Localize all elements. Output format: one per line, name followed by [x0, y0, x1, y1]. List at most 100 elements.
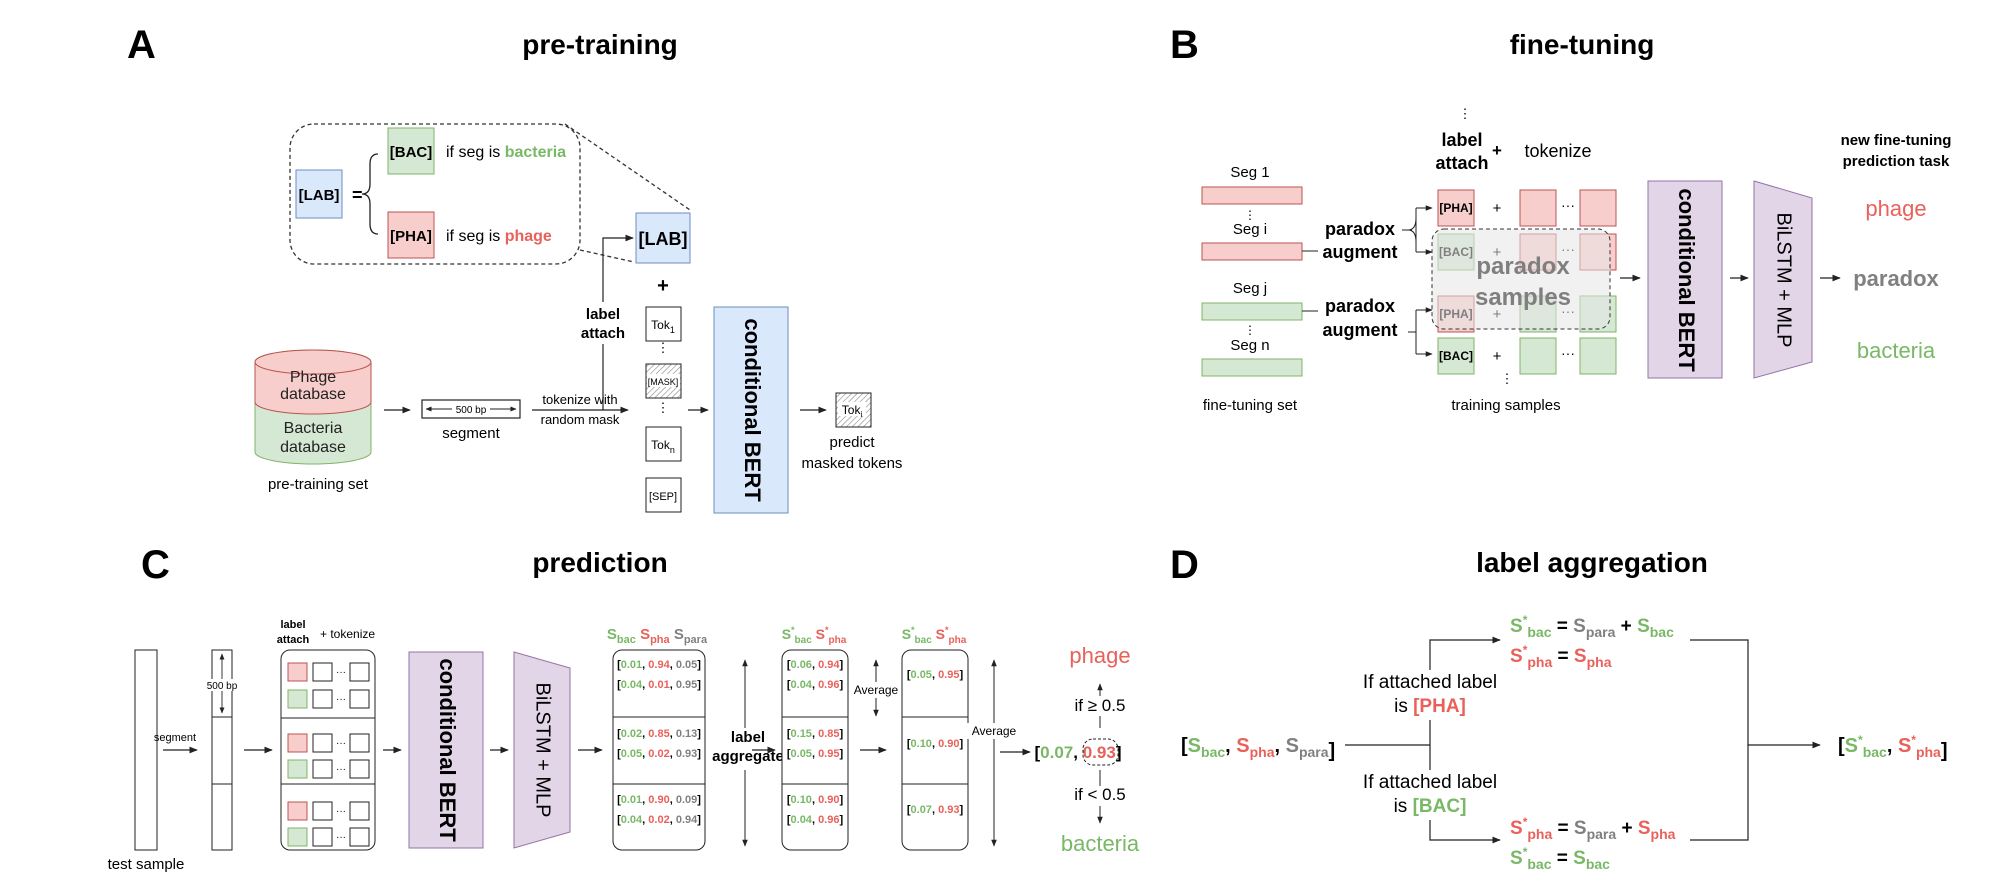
tok1-box — [645, 306, 682, 342]
output-token-label: Toki — [842, 403, 863, 419]
average-bg-small — [850, 682, 902, 698]
label-aggregate-line2: aggregate — [712, 748, 784, 765]
if-bac-line2: is [BAC] — [1394, 796, 1467, 817]
segi-label: Seg i — [1233, 221, 1267, 238]
callout-line-top — [564, 123, 691, 211]
bac-condition: if seg is bacteria — [446, 144, 566, 161]
score-vector: [0.07, 0.93] — [907, 804, 964, 816]
pha-token-box — [387, 211, 435, 259]
lab-input-token-label: [LAB] — [639, 229, 688, 249]
equals-sign: = — [352, 185, 363, 205]
bilstm-mlp-label-b: BiLSTM + MLP — [1773, 212, 1795, 347]
task-title-line2: prediction task — [1843, 153, 1950, 170]
panel-letter-d: D — [1170, 543, 1199, 587]
token-cell — [312, 801, 333, 821]
score-vector: [0.10, 0.90] — [787, 794, 844, 806]
b-label-attach-line2: attach — [1435, 153, 1488, 173]
panel-letter-a: A — [127, 23, 156, 67]
test-sample-bar — [134, 649, 158, 851]
bac-token-label: [BAC] — [390, 144, 433, 161]
row-ellipsis: ··· — [336, 738, 346, 749]
tokenized-sample-row: ··· — [287, 801, 370, 821]
token-cell — [349, 733, 370, 753]
segi-bar — [1201, 242, 1303, 261]
segn-label: Seg n — [1230, 337, 1269, 354]
lab-definition-callout — [289, 123, 581, 265]
conditional-bert-label-a: conditional BERT — [740, 318, 765, 502]
mask-label-bg — [647, 374, 680, 387]
score-vector: [0.10, 0.90] — [907, 738, 964, 750]
conditional-bert-block-c — [408, 651, 484, 849]
brace-b1 — [1402, 217, 1417, 243]
lab-input-token — [635, 212, 691, 264]
seg1-bar — [1201, 186, 1303, 205]
paradox-augment-1-line1: paradox — [1325, 219, 1395, 239]
finetuning-set-label: fine-tuning set — [1203, 397, 1298, 414]
pretraining-set-label: pre-training set — [268, 476, 369, 493]
bilstm-mlp-block-b — [1753, 180, 1813, 379]
cond-ge-bg — [1068, 696, 1132, 716]
token-cell — [312, 827, 333, 847]
raw-scores: [0.01, 0.94, 0.05] [0.04, 0.01, 0.95] [0.0… — [617, 659, 701, 826]
panel-title-finetuning: fine-tuning — [1510, 29, 1655, 60]
row-plus: + — [1493, 200, 1502, 217]
row-plus: + — [1493, 348, 1502, 365]
output-scores-vector: [S*bac, S*pha] — [1838, 733, 1948, 762]
row-ellipsis: ··· — [336, 764, 346, 775]
score-vector: [0.05, 0.95] — [787, 748, 844, 760]
token-cell — [1519, 189, 1557, 227]
tokenized-sample-row: ··· — [287, 733, 370, 753]
bac-token-box — [387, 127, 435, 175]
training-samples-label: training samples — [1451, 397, 1560, 414]
paradox-samples-box — [1431, 228, 1611, 330]
b-tokenize: tokenize — [1524, 141, 1591, 161]
label-token-box — [1437, 337, 1475, 375]
token-cell — [312, 759, 333, 779]
label-cell — [287, 733, 308, 753]
row-ellipsis: ··· — [336, 832, 346, 843]
token-cell — [1519, 337, 1557, 375]
c-plus-tokenize: + tokenize — [320, 627, 375, 641]
score-vector: [0.04, 0.96] — [787, 814, 844, 826]
phage-database-cylinder — [254, 362, 372, 415]
conditional-bert-block-b — [1647, 180, 1723, 379]
label-cell — [287, 759, 308, 779]
output-paradox-b: paradox — [1853, 266, 1939, 291]
label-aggregate-line1: label — [731, 729, 765, 746]
seg-length-bg-c — [204, 679, 240, 691]
token-cell — [349, 827, 370, 847]
tokenized-sample-row: ··· — [287, 689, 370, 709]
b-label-attach-line1: label — [1441, 130, 1482, 150]
bacteria-database-line2: database — [280, 439, 346, 456]
label-token-box — [1437, 189, 1475, 227]
training-sample-row: [BAC] + ··· — [1437, 337, 1617, 375]
agg-scores-header: S*bac S*pha — [782, 625, 847, 646]
merge-line-bottom — [1690, 741, 1821, 841]
output-phage-b: phage — [1865, 196, 1926, 221]
tok1-label: Tok1 — [651, 318, 675, 335]
if-pha-line1: If attached label — [1363, 672, 1497, 693]
segment-label-c: segment — [154, 732, 196, 744]
if-pha-line2: is [PHA] — [1394, 696, 1466, 717]
token-cell — [1579, 337, 1617, 375]
score-vector: [0.15, 0.85] — [787, 728, 844, 740]
if-bac-line1: If attached label — [1363, 772, 1497, 793]
cond-lt-bg — [1068, 786, 1132, 806]
segj-label: Seg j — [1233, 280, 1267, 297]
output-phage-c: phage — [1069, 643, 1130, 668]
score-vector: [0.01, 0.90, 0.09] — [617, 794, 701, 806]
label-attach-line2: attach — [581, 325, 625, 342]
panel-title-prediction: prediction — [532, 547, 667, 578]
scores-box — [612, 649, 706, 851]
cond-ge: if ≥ 0.5 — [1075, 696, 1126, 715]
bilstm-mlp-label-c: BiLSTM + MLP — [532, 682, 554, 817]
input-scores-vector: [Sbac, Spha, Spara] — [1181, 735, 1335, 762]
score-vector: [0.05, 0.02, 0.93] — [617, 748, 701, 760]
tokenize-mask-line1: tokenize with — [542, 392, 617, 407]
lab-token-box — [295, 169, 343, 219]
lab-token-label: [LAB] — [299, 187, 340, 204]
phage-database-line2: database — [280, 386, 346, 403]
label-cell — [287, 827, 308, 847]
vdots-2: ⋮ — [657, 400, 670, 415]
